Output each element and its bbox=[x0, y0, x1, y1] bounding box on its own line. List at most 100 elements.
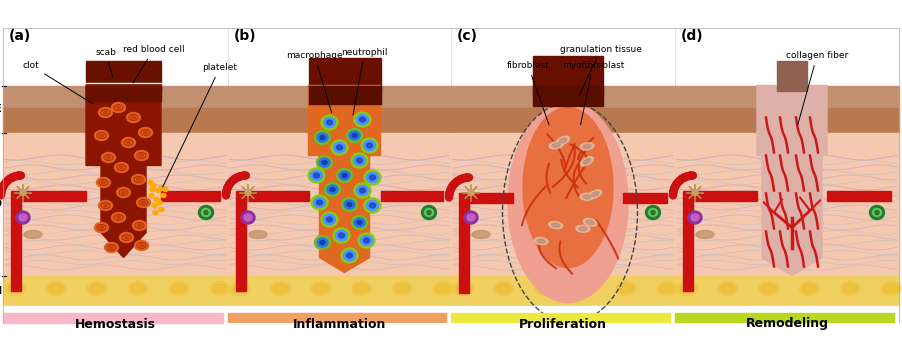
Ellipse shape bbox=[344, 200, 355, 209]
Bar bbox=[86, 61, 161, 91]
Text: myofibroblast: myofibroblast bbox=[562, 61, 624, 125]
Ellipse shape bbox=[102, 153, 115, 162]
Ellipse shape bbox=[427, 210, 431, 215]
Polygon shape bbox=[683, 190, 757, 201]
Ellipse shape bbox=[344, 251, 355, 260]
Ellipse shape bbox=[354, 284, 369, 293]
Ellipse shape bbox=[333, 228, 350, 243]
Ellipse shape bbox=[233, 284, 247, 293]
Ellipse shape bbox=[210, 281, 230, 295]
Bar bbox=[3, 85, 228, 107]
Ellipse shape bbox=[324, 118, 336, 127]
Ellipse shape bbox=[319, 158, 330, 167]
Ellipse shape bbox=[493, 281, 514, 295]
Bar bbox=[675, 306, 899, 315]
Ellipse shape bbox=[358, 233, 375, 248]
Ellipse shape bbox=[327, 120, 333, 125]
Ellipse shape bbox=[143, 131, 148, 134]
Ellipse shape bbox=[523, 107, 613, 267]
Ellipse shape bbox=[354, 183, 371, 198]
Bar bbox=[228, 275, 451, 306]
Ellipse shape bbox=[352, 216, 367, 230]
Ellipse shape bbox=[315, 131, 330, 145]
Ellipse shape bbox=[360, 117, 365, 122]
Ellipse shape bbox=[342, 197, 357, 211]
Ellipse shape bbox=[619, 284, 633, 293]
Ellipse shape bbox=[230, 281, 250, 295]
Ellipse shape bbox=[425, 209, 434, 217]
Ellipse shape bbox=[875, 210, 879, 215]
Ellipse shape bbox=[840, 281, 861, 295]
Ellipse shape bbox=[651, 210, 655, 215]
Ellipse shape bbox=[5, 281, 25, 295]
Ellipse shape bbox=[150, 188, 155, 191]
Ellipse shape bbox=[131, 284, 145, 293]
Ellipse shape bbox=[104, 204, 107, 207]
Ellipse shape bbox=[646, 205, 660, 219]
Bar bbox=[228, 133, 451, 275]
Bar bbox=[451, 28, 675, 85]
Ellipse shape bbox=[119, 232, 133, 243]
Ellipse shape bbox=[139, 127, 152, 138]
Ellipse shape bbox=[549, 141, 563, 149]
Ellipse shape bbox=[884, 284, 898, 293]
Ellipse shape bbox=[327, 185, 338, 194]
Ellipse shape bbox=[128, 281, 148, 295]
Bar bbox=[675, 28, 899, 85]
Bar bbox=[3, 306, 228, 315]
Bar bbox=[3, 107, 228, 133]
Ellipse shape bbox=[364, 170, 381, 185]
Ellipse shape bbox=[325, 182, 340, 196]
Polygon shape bbox=[827, 190, 891, 201]
Ellipse shape bbox=[870, 205, 885, 219]
Ellipse shape bbox=[356, 114, 369, 125]
Ellipse shape bbox=[843, 284, 857, 293]
Ellipse shape bbox=[24, 231, 42, 238]
Ellipse shape bbox=[761, 284, 776, 293]
Ellipse shape bbox=[320, 240, 325, 245]
Ellipse shape bbox=[169, 281, 189, 295]
Bar bbox=[228, 306, 451, 315]
Ellipse shape bbox=[342, 174, 347, 177]
Ellipse shape bbox=[213, 284, 227, 293]
Ellipse shape bbox=[552, 143, 560, 147]
Ellipse shape bbox=[334, 142, 345, 153]
Ellipse shape bbox=[336, 145, 343, 150]
Ellipse shape bbox=[508, 103, 628, 302]
Ellipse shape bbox=[354, 155, 365, 166]
Polygon shape bbox=[86, 85, 161, 258]
Polygon shape bbox=[381, 190, 443, 201]
Ellipse shape bbox=[122, 138, 135, 147]
Ellipse shape bbox=[245, 189, 251, 196]
Ellipse shape bbox=[249, 231, 267, 238]
Text: (a): (a) bbox=[9, 28, 32, 42]
Ellipse shape bbox=[324, 215, 336, 224]
Text: fibroblast: fibroblast bbox=[507, 61, 549, 125]
Ellipse shape bbox=[161, 194, 166, 197]
Ellipse shape bbox=[537, 239, 545, 243]
Ellipse shape bbox=[311, 195, 328, 210]
Ellipse shape bbox=[580, 143, 594, 150]
Ellipse shape bbox=[156, 189, 161, 192]
Ellipse shape bbox=[116, 188, 131, 197]
Ellipse shape bbox=[241, 211, 255, 224]
Ellipse shape bbox=[360, 188, 365, 193]
Ellipse shape bbox=[436, 284, 450, 293]
Bar bbox=[228, 28, 451, 85]
Ellipse shape bbox=[588, 190, 602, 198]
Ellipse shape bbox=[90, 284, 104, 293]
Text: Inflammation: Inflammation bbox=[293, 317, 386, 330]
Bar bbox=[451, 107, 675, 133]
Text: E: E bbox=[0, 104, 1, 114]
Ellipse shape bbox=[19, 214, 27, 221]
Ellipse shape bbox=[579, 227, 587, 231]
Bar bbox=[86, 85, 161, 100]
Ellipse shape bbox=[497, 284, 511, 293]
Ellipse shape bbox=[154, 197, 159, 202]
Bar bbox=[11, 201, 21, 290]
Ellipse shape bbox=[20, 189, 26, 196]
Ellipse shape bbox=[142, 201, 145, 204]
Bar bbox=[3, 28, 228, 85]
Polygon shape bbox=[3, 313, 223, 322]
Ellipse shape bbox=[112, 103, 125, 112]
